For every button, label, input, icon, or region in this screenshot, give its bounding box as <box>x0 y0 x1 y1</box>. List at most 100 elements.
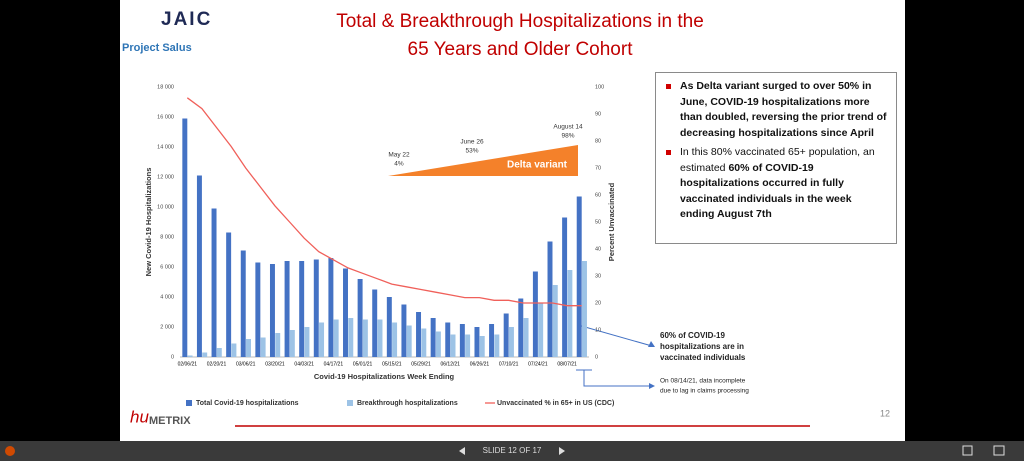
bullet-text: In this 80% vaccinated 65+ population, a… <box>680 146 875 174</box>
bar <box>269 264 275 357</box>
bar <box>576 196 582 357</box>
delta-wedge <box>388 145 578 176</box>
logo: JAIC <box>161 9 212 30</box>
y-tick-label: 2 000 <box>160 324 174 330</box>
title: Total & Breakthrough Hospitalizations in… <box>336 11 704 32</box>
y2-tick-label: 20 <box>595 300 601 306</box>
y-tick-label: 4 000 <box>160 294 174 300</box>
x-tick-label: 03/20/21 <box>265 361 285 367</box>
bar <box>231 343 237 357</box>
bar <box>479 336 485 357</box>
bar <box>430 318 436 357</box>
fullscreen-button[interactable] <box>993 445 1005 456</box>
y2-tick-label: 10 <box>595 327 601 333</box>
bar <box>275 333 281 357</box>
y2-tick-label: 80 <box>595 138 601 144</box>
bar <box>362 319 368 357</box>
bar <box>552 285 558 357</box>
bar <box>202 352 208 357</box>
y-tick-label: 16 000 <box>157 114 174 120</box>
bar <box>538 303 544 357</box>
y2-tick-label: 60 <box>595 192 601 198</box>
bar <box>581 261 587 357</box>
callout-text: vaccinated individuals <box>660 353 746 362</box>
bullet-text: As Delta variant surged to over 50% in J… <box>680 80 887 139</box>
bar <box>284 261 290 357</box>
next-button[interactable] <box>559 447 565 455</box>
app-icon[interactable] <box>5 446 15 456</box>
bar <box>547 241 553 357</box>
x-tick-label: 03/06/21 <box>236 361 256 367</box>
x-tick-label: 08/07/21 <box>557 361 577 367</box>
delta-date: June 26 <box>460 139 484 146</box>
y2-tick-label: 70 <box>595 165 601 171</box>
delta-date: May 22 <box>388 152 410 159</box>
bar <box>450 334 456 357</box>
y2-tick-label: 30 <box>595 273 601 279</box>
bar <box>260 337 266 357</box>
legend-label: Unvaccinated % in 65+ in US (CDC) <box>497 400 614 407</box>
callout-text: hospitalizations are in <box>660 342 744 351</box>
prev-button[interactable] <box>459 447 465 455</box>
bar <box>386 297 392 357</box>
bar <box>240 250 246 357</box>
bar <box>377 319 383 357</box>
title: 65 Years and Older Cohort <box>408 39 634 60</box>
arrow-head <box>648 341 655 347</box>
bar <box>532 271 538 357</box>
bar <box>333 319 339 357</box>
bar <box>416 312 422 357</box>
y2-tick-label: 100 <box>595 84 604 90</box>
x-tick-label: 07/10/21 <box>499 361 519 367</box>
bar <box>503 313 509 357</box>
delta-percent: 4% <box>394 161 404 168</box>
y-axis-title: New Covid-19 Hospitalizations <box>144 168 153 277</box>
x-tick-label: 05/15/21 <box>382 361 402 367</box>
bar <box>304 327 310 357</box>
legend-swatch <box>347 400 353 406</box>
callout-arrow <box>577 324 653 347</box>
x-tick-label: 02/06/21 <box>178 361 198 367</box>
x-tick-label: 05/01/21 <box>353 361 373 367</box>
bar <box>255 262 261 357</box>
y-tick-label: 18 000 <box>157 84 174 90</box>
bar <box>211 208 217 357</box>
x-tick-label: 06/26/21 <box>470 361 490 367</box>
status-bar <box>0 441 1024 461</box>
slide-indicator: SLIDE 12 OF 17 <box>483 446 542 455</box>
legend-label: Breakthrough hospitalizations <box>357 400 458 407</box>
y2-axis-title: Percent Unvaccinated <box>607 182 616 261</box>
x-axis-title: Covid-19 Hospitalizations Week Ending <box>314 372 455 381</box>
view-button[interactable] <box>962 445 973 456</box>
bar <box>562 217 568 357</box>
bar <box>494 334 500 357</box>
bullet-text: 60% of COVID-19 hospitalizations occurre… <box>680 161 852 221</box>
legend-label: Total Covid-19 hospitalizations <box>196 400 299 407</box>
bar <box>489 324 495 357</box>
y-tick-label: 0 <box>171 354 174 360</box>
bar <box>343 268 348 357</box>
bullet: In this 80% vaccinated 65+ population, a… <box>664 145 888 223</box>
bar <box>216 348 222 357</box>
callout-text: due to lag in claims processing <box>660 388 749 395</box>
bar <box>392 322 398 357</box>
bar <box>313 259 319 357</box>
y2-tick-label: 40 <box>595 246 601 252</box>
bar <box>474 327 480 357</box>
x-tick-label: 04/03/21 <box>294 361 314 367</box>
arrow-head <box>649 383 655 389</box>
bar <box>445 322 451 357</box>
x-tick-label: 02/20/21 <box>207 361 227 367</box>
callout-text: On 08/14/21, data incomplete <box>660 378 746 385</box>
bar <box>406 325 412 357</box>
bar <box>319 322 325 357</box>
bar <box>435 331 441 357</box>
y2-tick-label: 90 <box>595 111 601 117</box>
bar <box>196 175 202 357</box>
page-number: 12 <box>880 408 890 418</box>
bar <box>357 279 363 357</box>
delta-percent: 53% <box>465 148 478 155</box>
bar <box>465 334 471 357</box>
